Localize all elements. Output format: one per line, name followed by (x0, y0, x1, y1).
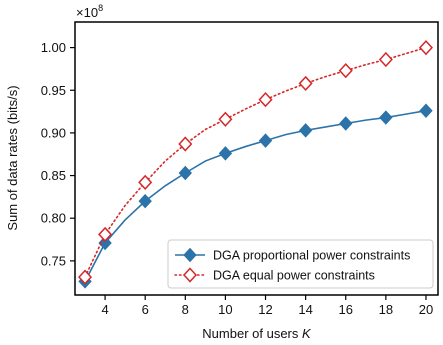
x-tick-label: 20 (419, 302, 433, 317)
y-axis-label: Sum of data rates (bits/s) (5, 85, 20, 230)
marker-proportional (218, 146, 233, 161)
y-axis-multiplier-exponent: 8 (98, 3, 103, 13)
x-tick-label: 4 (101, 302, 108, 317)
y-tick-label: 0.85 (41, 168, 66, 183)
marker-equal (78, 269, 93, 285)
marker-proportional (419, 103, 433, 118)
legend-entry-equal: DGA equal power constraints (174, 267, 375, 283)
x-tick-label: 14 (298, 302, 312, 317)
y-tick-label: 0.90 (41, 125, 66, 140)
marker-equal (178, 136, 193, 152)
marker-equal (338, 63, 353, 79)
marker-equal (258, 92, 273, 108)
marker-equal (138, 174, 153, 190)
marker-equal (418, 39, 433, 56)
legend-entry-proportional: DGA proportional power constraints (175, 247, 410, 263)
legend-marker-equal (182, 267, 198, 283)
x-tick-label: 18 (379, 302, 393, 317)
plot-frame (74, 21, 439, 296)
y-tick-label: 0.80 (41, 211, 66, 226)
legend-marker-proportional (183, 247, 197, 263)
x-tick-label: 6 (142, 302, 149, 317)
legend-label-proportional: DGA proportional power constraints (213, 249, 410, 263)
marker-equal (98, 226, 113, 243)
y-axis-multiplier-base: ×10 (76, 5, 98, 20)
marker-equal (378, 51, 393, 68)
marker-proportional (379, 110, 393, 125)
ticks-layer: 4 6 8 10 12 14 16 18 20 0.75 0.80 0.85 0.90 0.95 1.00 (41, 40, 434, 317)
series-layer (78, 39, 433, 289)
marker-proportional (339, 116, 353, 131)
x-axis-label-variable: K (302, 326, 312, 341)
x-tick-label: 8 (182, 302, 189, 317)
marker-equal (298, 75, 313, 92)
marker-equal (218, 111, 233, 127)
x-tick-label: 16 (339, 302, 353, 317)
legend-label-equal: DGA equal power constraints (213, 269, 375, 283)
legend-box (167, 239, 434, 289)
marker-proportional (258, 133, 273, 148)
legend: DGA proportional power constraints DGA e… (167, 239, 434, 289)
marker-proportional (298, 123, 313, 138)
y-tick-label: 0.95 (41, 83, 66, 98)
marker-proportional (178, 165, 192, 181)
x-axis-label-text: Number of users (202, 326, 299, 341)
marker-proportional (138, 193, 152, 209)
y-axis-multiplier: ×108 (76, 3, 103, 20)
y-tick-label: 1.00 (41, 40, 66, 55)
x-tick-label: 10 (218, 302, 232, 317)
y-tick-label: 0.75 (41, 253, 66, 268)
x-tick-label: 12 (258, 302, 272, 317)
x-axis-label: Number of users K (202, 326, 312, 341)
